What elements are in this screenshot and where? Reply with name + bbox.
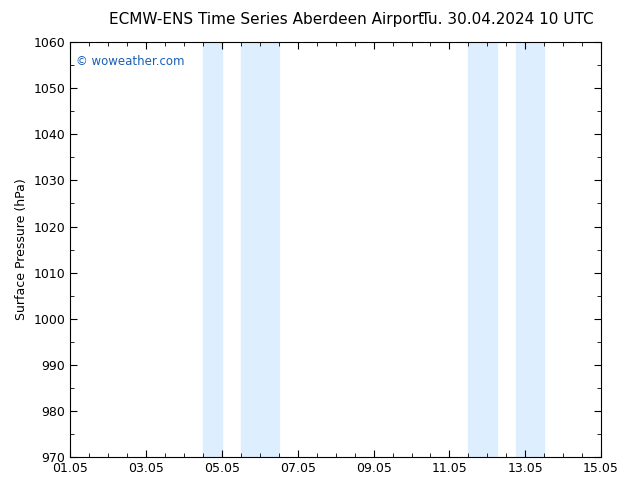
Text: Tu. 30.04.2024 10 UTC: Tu. 30.04.2024 10 UTC [421,12,593,27]
Bar [516,42,544,457]
Bar [203,42,222,457]
Y-axis label: Surface Pressure (hPa): Surface Pressure (hPa) [15,179,28,320]
Text: © woweather.com: © woweather.com [75,54,184,68]
Bar [469,42,497,457]
Text: ECMW-ENS Time Series Aberdeen Airport: ECMW-ENS Time Series Aberdeen Airport [108,12,424,27]
Bar [241,42,279,457]
